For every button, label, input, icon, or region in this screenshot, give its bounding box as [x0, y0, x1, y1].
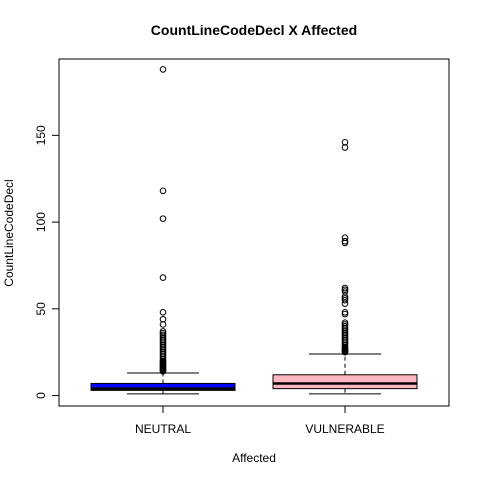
- y-axis: 0 50 100 150: [34, 125, 60, 399]
- x-tick-label: NEUTRAL: [135, 422, 191, 436]
- box-body: [90, 382, 236, 391]
- box-body: [272, 374, 418, 390]
- y-tick-label: 100: [34, 212, 48, 232]
- y-tick-label: 0: [34, 392, 48, 399]
- outlier-point: [159, 215, 167, 222]
- outlier-point: [159, 309, 167, 316]
- plot-frame: [58, 58, 450, 407]
- outlier-point: [159, 321, 167, 328]
- outlier-point: [159, 274, 167, 281]
- outlier-point: [159, 66, 167, 73]
- chart-title: CountLineCodeDecl X Affected: [151, 22, 357, 38]
- box-group: [90, 66, 418, 395]
- y-tick-label: 150: [34, 125, 48, 145]
- x-tick-label: VULNERABLE: [305, 422, 384, 436]
- outlier-point: [341, 300, 349, 307]
- box-neutral: [90, 66, 236, 395]
- x-axis: NEUTRAL VULNERABLE: [135, 405, 385, 436]
- y-tick-label: 50: [34, 302, 48, 316]
- outlier-point: [341, 296, 349, 304]
- y-axis-label: CountLineCodeDecl: [2, 179, 16, 286]
- outlier-point: [341, 239, 349, 247]
- x-axis-label: Affected: [232, 451, 276, 465]
- outlier-point: [341, 348, 349, 356]
- outlier-point: [341, 144, 349, 151]
- outlier-point: [341, 310, 349, 318]
- box-vulnerable: [272, 138, 418, 395]
- outlier-point: [159, 187, 167, 195]
- outlier-point: [159, 368, 167, 375]
